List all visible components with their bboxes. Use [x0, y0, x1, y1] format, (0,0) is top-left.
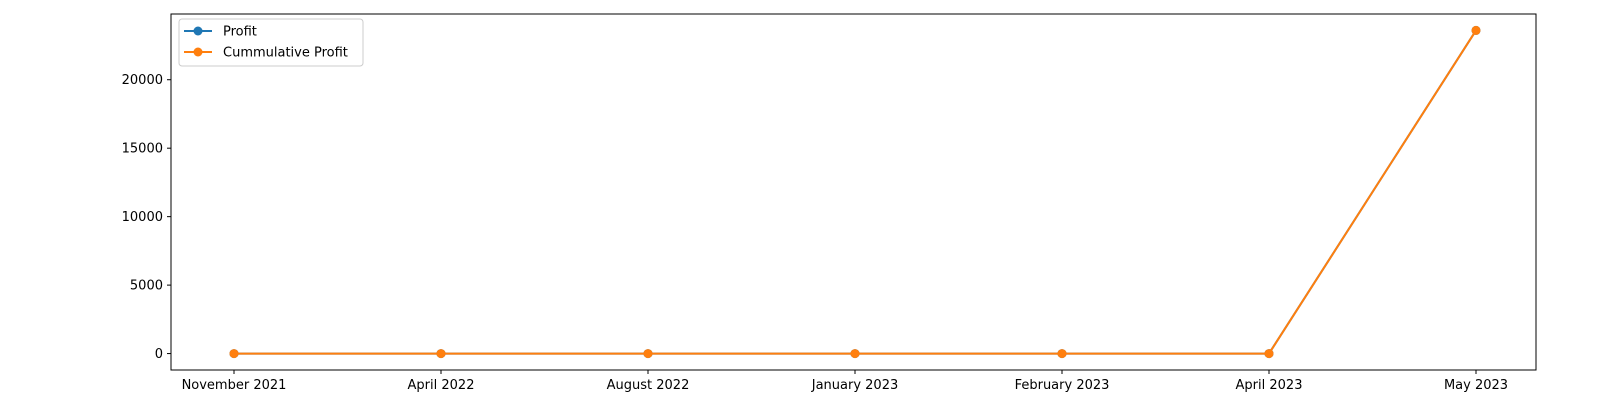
data-point — [436, 349, 446, 359]
x-tick-label: April 2023 — [1236, 378, 1303, 393]
y-tick-label: 20000 — [122, 73, 163, 88]
x-tick-label: April 2022 — [408, 378, 475, 393]
data-point — [850, 349, 860, 359]
data-point — [1471, 25, 1481, 35]
legend-marker — [193, 47, 203, 57]
data-point — [1264, 349, 1274, 359]
data-point — [1057, 349, 1067, 359]
legend: Profit Cummulative Profit — [178, 18, 364, 67]
legend-label: Profit — [223, 25, 257, 40]
legend-item: Cummulative Profit — [184, 46, 348, 61]
series-1 — [229, 25, 1481, 359]
data-point — [643, 349, 653, 359]
legend-label: Cummulative Profit — [223, 46, 348, 61]
x-axis: November 2021 April 2022 August 2022 Januar… — [182, 370, 1508, 393]
y-tick-label: 0 — [155, 347, 163, 362]
y-axis: 0 5000 10000 15000 20000 — [122, 73, 171, 362]
legend-marker — [193, 26, 203, 36]
x-tick-label: February 2023 — [1015, 378, 1110, 393]
x-tick-label: January 2023 — [811, 378, 899, 393]
series-layer — [229, 25, 1481, 359]
data-point — [229, 349, 239, 359]
legend-item: Profit — [184, 25, 257, 40]
y-tick-label: 15000 — [122, 142, 163, 157]
y-tick-label: 10000 — [122, 210, 163, 225]
x-tick-label: November 2021 — [182, 378, 287, 393]
y-tick-label: 5000 — [130, 279, 163, 294]
plot-frame — [170, 13, 1537, 371]
plot-area — [171, 14, 1536, 370]
x-tick-label: May 2023 — [1444, 378, 1508, 393]
x-tick-label: August 2022 — [607, 378, 690, 393]
legend-box — [178, 18, 364, 67]
